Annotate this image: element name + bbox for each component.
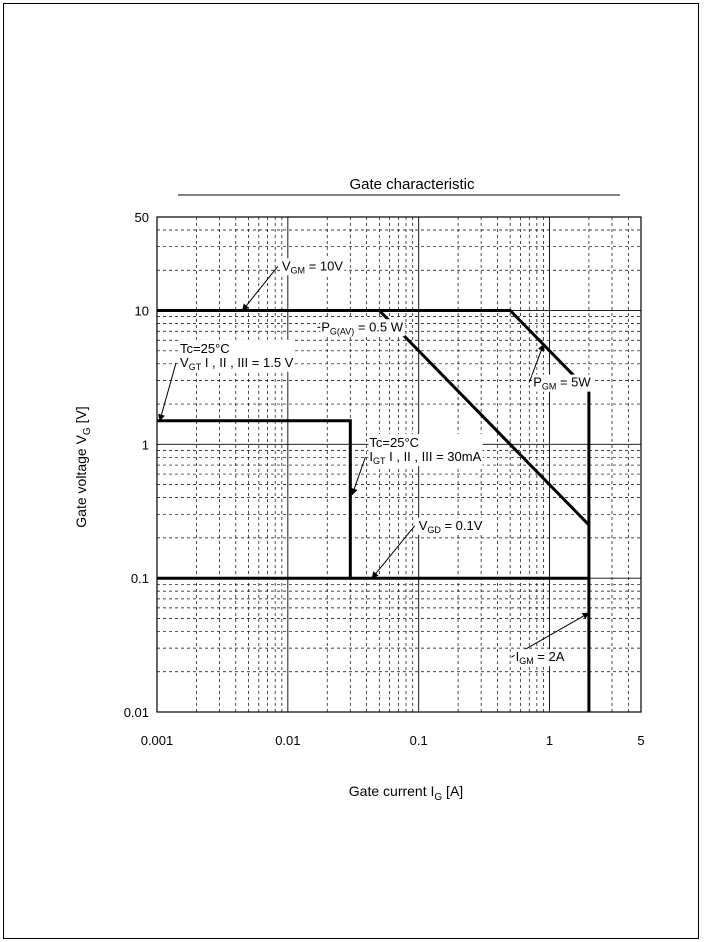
annotation-arrow-5 [371, 525, 416, 579]
tick-labels: 0.001 0.01 0.1 1 5 0.01 0.1 1 10 50 [124, 210, 645, 748]
annotation-arrow-4 [350, 456, 366, 496]
annotation-bg [320, 319, 405, 337]
annotation-0: VGM = 10V [280, 258, 345, 276]
annotation-arrow-3 [158, 362, 177, 422]
annotation-text: PGM = 5W [533, 375, 591, 392]
x-axis-label: Gate current IG [A] [349, 783, 463, 803]
annotation-2: PGM = 5W [532, 374, 593, 392]
series-line-0 [157, 309, 591, 712]
annotation-1: PG(AV) = 0.5 W [320, 319, 405, 337]
annotation-bg [280, 258, 345, 276]
annotation-pre-text: Tc=25°C [180, 341, 230, 356]
annotation-bg [532, 374, 593, 392]
y-axis-label: Gate voltage VG [V] [73, 406, 93, 527]
annotation-arrow-0 [242, 265, 279, 312]
annotation-6: IGM = 2A [514, 649, 566, 667]
annotation-bg [417, 517, 484, 535]
y-tick-label: 0.1 [131, 571, 149, 586]
annotation-text: IGT I , II , III = 30mA [369, 449, 481, 466]
x-tick-label: 0.001 [141, 733, 174, 748]
x-tick-label: 1 [546, 733, 553, 748]
annotation-text: VGT I , II , III = 1.5 V [180, 355, 294, 372]
annotation-5: VGD = 0.1V [417, 517, 484, 535]
series-line-1 [378, 309, 590, 526]
annotation-text: VGM = 10V [282, 258, 343, 275]
y-tick-label: 0.01 [124, 705, 149, 720]
annotation-bg [179, 339, 295, 372]
series-line-2 [157, 419, 352, 579]
annotation-bg [514, 649, 566, 667]
page-frame [3, 3, 699, 939]
y-tick-label: 1 [142, 437, 149, 452]
x-tick-label: 0.01 [275, 733, 300, 748]
annotation-text: PG(AV) = 0.5 W [321, 319, 404, 336]
x-tick-label: 5 [637, 733, 644, 748]
annotation-arrow-2 [528, 343, 545, 383]
annotation-text: VGD = 0.1V [419, 518, 483, 535]
annotation-text: IGM = 2A [516, 649, 565, 666]
annotation-bg [368, 434, 483, 467]
plot-frame [156, 216, 642, 713]
annotation-pre-text: Tc=25°C [369, 435, 419, 450]
y-tick-label: 10 [135, 304, 149, 319]
x-tick-label: 0.1 [410, 733, 428, 748]
y-tick-label: 50 [135, 210, 149, 225]
chart-title: Gate characteristic [349, 176, 475, 193]
